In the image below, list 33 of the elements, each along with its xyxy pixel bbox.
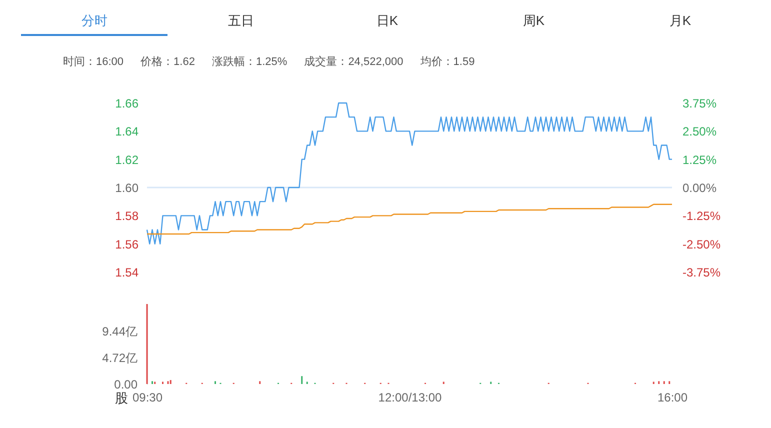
x-tick-label: 09:30 — [132, 390, 163, 404]
y-tick-label: 1.60 — [115, 181, 139, 195]
line-series — [146, 102, 673, 244]
text: 成交量：24,522,000 — [304, 55, 404, 68]
text: 日K — [376, 13, 398, 28]
line-series — [146, 204, 673, 235]
y-tick-label: 1.62 — [115, 152, 139, 167]
y-tick-label: 1.64 — [115, 124, 139, 139]
y2-tick-label: 3.75% — [682, 96, 717, 110]
y-tick-label: 1.66 — [115, 96, 139, 110]
y2-tick-label: 2.50% — [682, 124, 717, 139]
y-tick-label: 9.44亿 — [102, 324, 138, 338]
text: 周K — [522, 13, 545, 28]
text: 分时 — [81, 13, 108, 28]
text: 涨跌幅：1.25% — [212, 56, 288, 68]
text: 月K — [669, 13, 692, 28]
y2-tick-label: -2.50% — [682, 237, 721, 252]
y-tick-label: 1.56 — [115, 237, 139, 252]
y-tick-label: 1.58 — [115, 209, 139, 224]
x-tick-label: 16:00 — [657, 390, 688, 404]
y-tick-label: 0.00 — [114, 378, 138, 392]
y2-tick-label: 0.00% — [682, 181, 717, 195]
y-tick-label: 1.54 — [115, 266, 139, 280]
y2-tick-label: -3.75% — [682, 266, 721, 280]
text: 价格：1.62 — [140, 56, 195, 68]
x-tick-label: 12:00/13:00 — [378, 390, 442, 404]
y2-tick-label: 1.25% — [682, 152, 717, 167]
y-axis-title: 股 — [115, 390, 128, 406]
y2-tick-label: -1.25% — [682, 209, 721, 224]
y-tick-label: 4.72亿 — [102, 350, 138, 365]
text: 五日 — [228, 13, 254, 28]
text: 均价：1.59 — [419, 56, 475, 68]
text: 时间：16:00 — [63, 55, 124, 68]
